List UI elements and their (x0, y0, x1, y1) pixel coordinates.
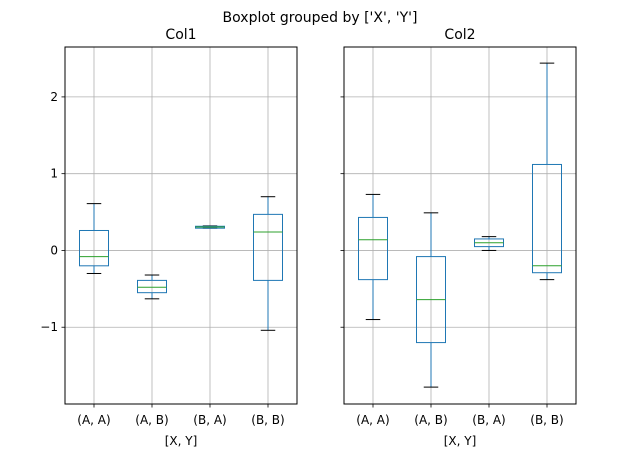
figure-suptitle: Boxplot grouped by ['X', 'Y'] (223, 10, 418, 26)
subplot-title: Col2 (444, 27, 475, 43)
subplot-col2: (A, A) (A, B) (B, A) (B, B) Col2 [X, Y] (340, 27, 577, 448)
boxes (79, 196, 283, 331)
x-tick-label: (A, B) (135, 413, 168, 427)
axes-frame (64, 46, 298, 405)
box-2 (474, 236, 504, 251)
x-tick-label: (B, A) (193, 413, 226, 427)
box-body (79, 229, 109, 267)
ticks: 2 1 0 −1 (A, A) (A, B) (B, A) (B, B) (40, 90, 284, 427)
grid (344, 47, 576, 404)
y-tick-label: −1 (40, 320, 58, 334)
box-body (137, 279, 167, 294)
x-tick-label: (B, B) (251, 413, 284, 427)
x-tick-label: (A, A) (77, 413, 110, 427)
box-body (532, 163, 562, 274)
x-axis-label: [X, Y] (165, 434, 198, 448)
grid (65, 47, 297, 404)
ticks: (A, A) (A, B) (B, A) (B, B) (340, 96, 564, 427)
x-axis-label: [X, Y] (444, 434, 477, 448)
box-body (358, 216, 388, 281)
axes-frame (343, 46, 577, 405)
box-0 (358, 193, 388, 321)
box-1 (416, 212, 446, 388)
x-tick-label: (A, A) (356, 413, 389, 427)
y-tick-label: 1 (50, 167, 58, 181)
x-tick-label: (B, B) (530, 413, 563, 427)
y-tick-label: 0 (50, 243, 58, 257)
box-3 (532, 62, 562, 281)
box-body (253, 213, 283, 281)
box-1 (137, 274, 167, 300)
box-0 (79, 203, 109, 274)
subplot-col1: 2 1 0 −1 (A, A) (A, B) (B, A) (B, B) Col1 [X, Y… (40, 27, 298, 448)
x-tick-label: (B, A) (472, 413, 505, 427)
subplot-title: Col1 (165, 27, 196, 43)
x-tick-label: (A, B) (414, 413, 447, 427)
box-3 (253, 196, 283, 331)
box-2 (195, 225, 225, 229)
y-tick-label: 2 (50, 90, 58, 104)
boxes (358, 62, 562, 388)
